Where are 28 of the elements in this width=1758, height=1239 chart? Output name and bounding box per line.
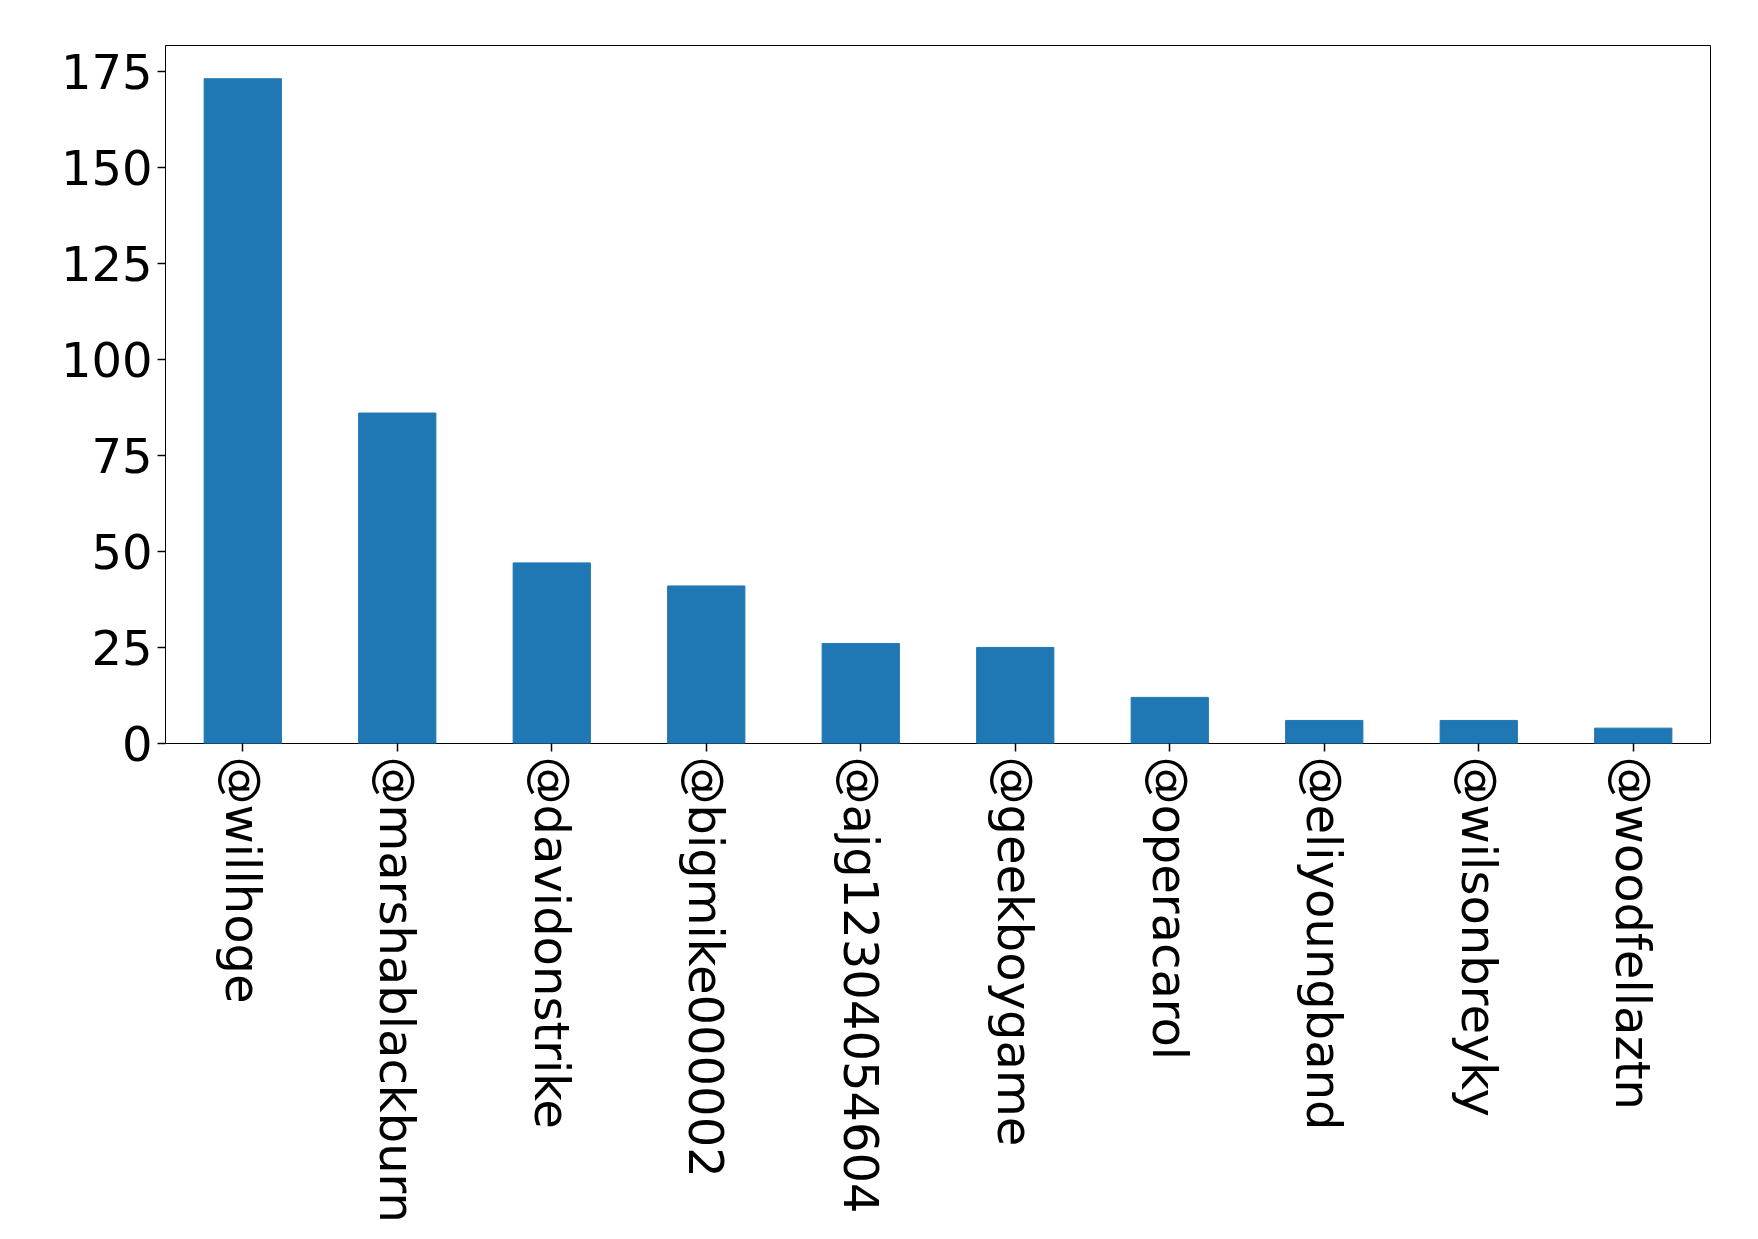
x-tick-label: @wilsonbreyky (1450, 756, 1507, 1117)
bar (512, 562, 591, 744)
x-tick-label: @geekboygame (987, 756, 1044, 1147)
y-tick-label: 0 (121, 716, 153, 772)
bar (203, 78, 282, 744)
x-tick-label: @davidonstrike (523, 756, 580, 1129)
y-tick-label: 75 (91, 427, 153, 484)
bar (1439, 719, 1518, 744)
x-tick-label: @willhoge (214, 756, 271, 1004)
x-tick-label: @operacarol (1141, 756, 1198, 1061)
y-tick-label: 50 (91, 523, 153, 580)
x-tick-label: @eliyoungband (1296, 756, 1353, 1131)
bar (1130, 696, 1209, 744)
x-tick-label: @marshablackburn (369, 756, 426, 1223)
x-tick-label: @woodfellaztn (1605, 756, 1662, 1110)
bar (976, 646, 1055, 744)
x-tick-label: @bigmike000002 (678, 756, 735, 1178)
y-tick-label: 25 (91, 619, 153, 676)
bar (1285, 719, 1364, 744)
bar (821, 643, 900, 744)
y-tick-label: 150 (60, 139, 153, 196)
bar (667, 585, 746, 744)
bar (1594, 727, 1673, 744)
y-tick-label: 100 (60, 331, 153, 388)
x-tick-label: @ajg12304054604 (832, 756, 889, 1214)
bar (358, 412, 437, 744)
y-tick-label: 175 (60, 43, 153, 100)
y-tick-label: 125 (60, 235, 153, 292)
